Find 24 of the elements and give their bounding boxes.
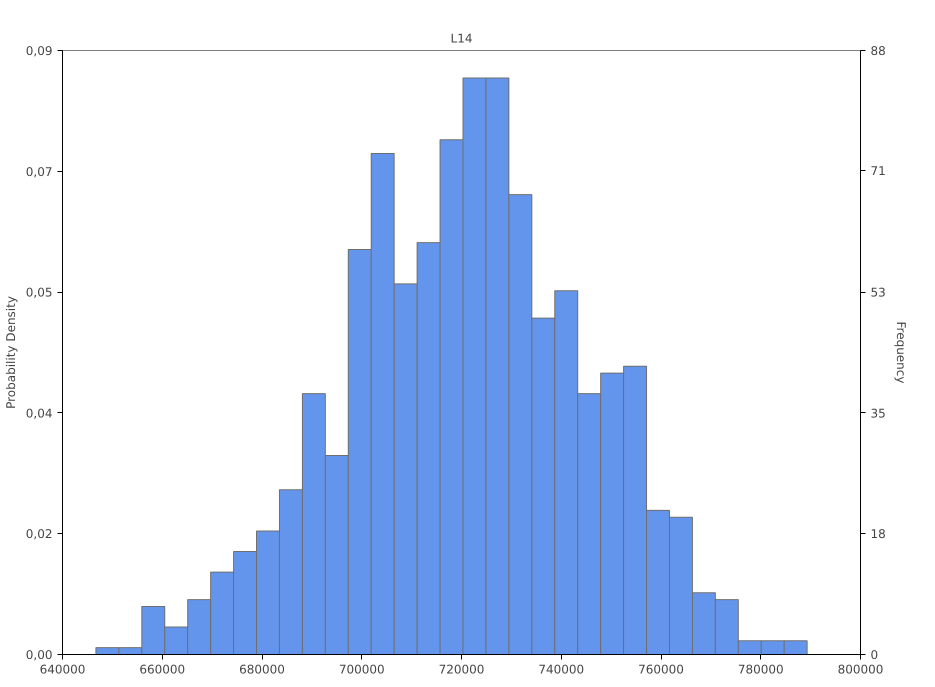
x-tick-label: 720000: [438, 662, 484, 676]
y-tick-label: 0,09: [26, 44, 52, 58]
x-tick-label: 740000: [538, 662, 584, 676]
x-tick-label: 700000: [338, 662, 385, 676]
y2-tick-label: 71: [870, 164, 886, 178]
y-axis-title: Probability Density: [4, 296, 18, 409]
chart-title: L14: [450, 32, 472, 46]
y-tick-label: 0,02: [26, 527, 52, 542]
x-tick-label: 800000: [838, 662, 884, 676]
y2-tick-label: 53: [870, 286, 886, 300]
x-tick-label: 680000: [239, 662, 285, 676]
x-tick-label: 780000: [738, 662, 784, 676]
y-tick-label: 0,05: [26, 286, 52, 300]
y-tick-label: 0,07: [26, 164, 52, 179]
x-tick-label: 760000: [638, 662, 684, 676]
y2-tick-label: 18: [870, 527, 886, 542]
y2-axis-title: Frequency: [894, 322, 908, 384]
y-tick-label: 0,00: [26, 648, 52, 662]
y2-tick-label: 35: [870, 406, 886, 420]
x-tick-label: 660000: [139, 662, 186, 676]
y2-tick-label: 88: [870, 44, 886, 58]
x-tick-label: 640000: [40, 662, 86, 676]
y2-tick-label: 0: [870, 648, 878, 662]
y-tick-label: 0,04: [26, 406, 52, 420]
